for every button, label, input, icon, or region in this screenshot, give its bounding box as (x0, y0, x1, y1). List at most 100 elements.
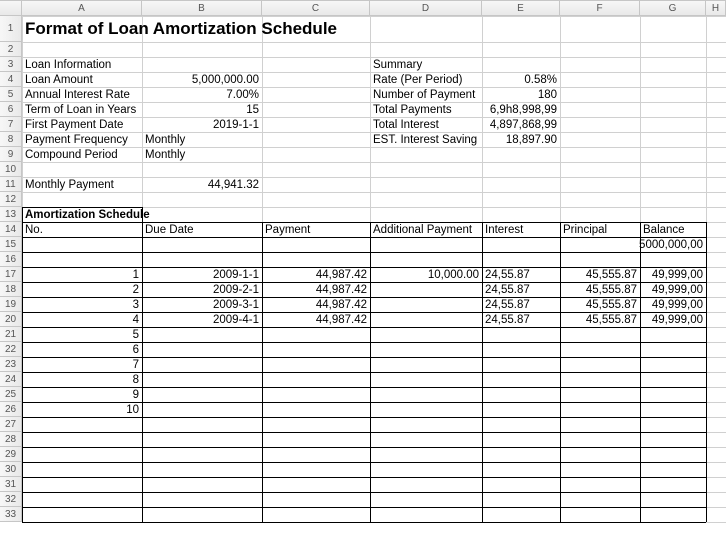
row-head-29[interactable]: 29 (0, 447, 21, 462)
schedule-due[interactable]: 2009-4-1 (142, 312, 262, 327)
schedule-due[interactable]: 2009-2-1 (142, 282, 262, 297)
schedule-payment[interactable]: 44,987.42 (262, 282, 370, 297)
schedule-col-header[interactable]: Due Date (142, 222, 262, 237)
schedule-interest[interactable]: 24,55.87 (482, 267, 560, 282)
row-head-7[interactable]: 7 (0, 117, 21, 132)
schedule-no[interactable]: 1 (22, 267, 142, 282)
row-head-11[interactable]: 11 (0, 177, 21, 192)
loan-info-value[interactable]: 2019-1-1 (142, 117, 262, 132)
row-head-8[interactable]: 8 (0, 132, 21, 147)
loan-info-label[interactable]: Annual Interest Rate (22, 87, 142, 102)
col-head-d[interactable]: D (370, 1, 482, 15)
row-head-13[interactable]: 13 (0, 207, 21, 222)
loan-info-label[interactable]: Loan Amount (22, 72, 142, 87)
schedule-interest[interactable]: 24,55.87 (482, 312, 560, 327)
row-head-9[interactable]: 9 (0, 147, 21, 162)
row-head-10[interactable]: 10 (0, 162, 21, 177)
schedule-balance[interactable]: 49,999,00 (640, 297, 706, 312)
row-head-4[interactable]: 4 (0, 72, 21, 87)
schedule-balance[interactable]: 49,999,00 (640, 267, 706, 282)
row-head-18[interactable]: 18 (0, 282, 21, 297)
row-head-30[interactable]: 30 (0, 462, 21, 477)
col-head-e[interactable]: E (482, 1, 560, 15)
row-head-20[interactable]: 20 (0, 312, 21, 327)
schedule-balance[interactable]: 49,999,00 (640, 282, 706, 297)
summary-label[interactable]: EST. Interest Saving (370, 132, 482, 147)
loan-info-label[interactable]: First Payment Date (22, 117, 142, 132)
loan-info-value[interactable]: 15 (142, 102, 262, 117)
schedule-col-header[interactable]: Principal (560, 222, 640, 237)
schedule-balance[interactable]: 49,999,00 (640, 312, 706, 327)
monthly-payment-label[interactable]: Monthly Payment (22, 177, 142, 192)
row-head-15[interactable]: 15 (0, 237, 21, 252)
summary-header[interactable]: Summary (370, 57, 482, 72)
schedule-due[interactable]: 2009-3-1 (142, 297, 262, 312)
schedule-due[interactable]: 2009-1-1 (142, 267, 262, 282)
schedule-no[interactable]: 4 (22, 312, 142, 327)
summary-value[interactable]: 0.58% (482, 72, 560, 87)
row-head-19[interactable]: 19 (0, 297, 21, 312)
schedule-header[interactable]: Amortization Schedule (22, 207, 142, 222)
summary-value[interactable]: 18,897.90 (482, 132, 560, 147)
schedule-col-header[interactable]: Balance (640, 222, 706, 237)
col-head-g[interactable]: G (640, 1, 706, 15)
schedule-col-header[interactable]: Payment (262, 222, 370, 237)
schedule-initial-balance[interactable]: 5000,000,00 (640, 237, 706, 252)
schedule-no[interactable]: 10 (22, 402, 142, 417)
schedule-col-header[interactable]: No. (22, 222, 142, 237)
schedule-payment[interactable]: 44,987.42 (262, 297, 370, 312)
schedule-no[interactable]: 3 (22, 297, 142, 312)
monthly-payment-value[interactable]: 44,941.32 (142, 177, 262, 192)
schedule-no[interactable]: 7 (22, 357, 142, 372)
loan-info-value[interactable]: 7.00% (142, 87, 262, 102)
schedule-no[interactable]: 8 (22, 372, 142, 387)
row-head-33[interactable]: 33 (0, 507, 21, 522)
summary-label[interactable]: Rate (Per Period) (370, 72, 482, 87)
row-head-6[interactable]: 6 (0, 102, 21, 117)
page-title[interactable]: Format of Loan Amortization Schedule (22, 16, 482, 42)
loan-info-header[interactable]: Loan Information (22, 57, 142, 72)
summary-value[interactable]: 180 (482, 87, 560, 102)
select-all-corner[interactable] (0, 1, 22, 15)
row-head-17[interactable]: 17 (0, 267, 21, 282)
loan-info-label[interactable]: Term of Loan in Years (22, 102, 142, 117)
row-head-5[interactable]: 5 (0, 87, 21, 102)
summary-value[interactable]: 6,9h8,998,99 (482, 102, 560, 117)
schedule-interest[interactable]: 24,55.87 (482, 282, 560, 297)
row-head-24[interactable]: 24 (0, 372, 21, 387)
row-head-12[interactable]: 12 (0, 192, 21, 207)
schedule-principal[interactable]: 45,555.87 (560, 312, 640, 327)
row-head-2[interactable]: 2 (0, 42, 21, 57)
summary-label[interactable]: Total Interest (370, 117, 482, 132)
row-head-27[interactable]: 27 (0, 417, 21, 432)
row-head-3[interactable]: 3 (0, 57, 21, 72)
row-head-32[interactable]: 32 (0, 492, 21, 507)
schedule-interest[interactable]: 24,55.87 (482, 297, 560, 312)
col-head-c[interactable]: C (262, 1, 370, 15)
loan-info-value[interactable]: 5,000,000.00 (142, 72, 262, 87)
summary-label[interactable]: Total Payments (370, 102, 482, 117)
col-head-f[interactable]: F (560, 1, 640, 15)
summary-value[interactable]: 4,897,868,99 (482, 117, 560, 132)
schedule-col-header[interactable]: Additional Payment (370, 222, 482, 237)
schedule-col-header[interactable]: Interest (482, 222, 560, 237)
row-head-25[interactable]: 25 (0, 387, 21, 402)
schedule-principal[interactable]: 45,555.87 (560, 282, 640, 297)
row-head-14[interactable]: 14 (0, 222, 21, 237)
row-head-16[interactable]: 16 (0, 252, 21, 267)
summary-label[interactable]: Number of Payment (370, 87, 482, 102)
schedule-no[interactable]: 6 (22, 342, 142, 357)
row-head-28[interactable]: 28 (0, 432, 21, 447)
col-head-b[interactable]: B (142, 1, 262, 15)
row-head-1[interactable]: 1 (0, 16, 21, 42)
col-head-a[interactable]: A (22, 1, 142, 15)
schedule-payment[interactable]: 44,987.42 (262, 267, 370, 282)
loan-info-label[interactable]: Compound Period (22, 147, 142, 162)
row-head-26[interactable]: 26 (0, 402, 21, 417)
schedule-payment[interactable]: 44,987.42 (262, 312, 370, 327)
schedule-principal[interactable]: 45,555.87 (560, 297, 640, 312)
schedule-addl[interactable]: 10,000.00 (370, 267, 482, 282)
row-head-21[interactable]: 21 (0, 327, 21, 342)
loan-info-label[interactable]: Payment Frequency (22, 132, 142, 147)
row-head-31[interactable]: 31 (0, 477, 21, 492)
